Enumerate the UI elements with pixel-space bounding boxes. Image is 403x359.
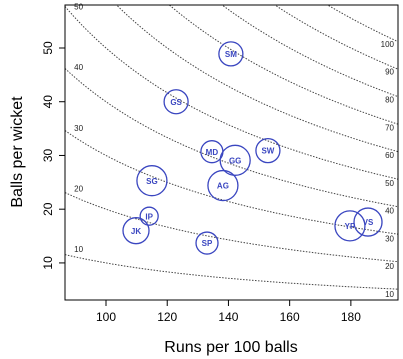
bubble-label: SW — [261, 147, 274, 156]
x-tick-label: 140 — [218, 310, 238, 324]
y-tick-label: 20 — [41, 202, 55, 216]
contour-line — [115, 5, 398, 153]
bubble — [218, 41, 244, 67]
contour-label: 80 — [385, 95, 394, 104]
contour-label: 20 — [385, 262, 394, 271]
contour-label: 50 — [74, 3, 83, 12]
y-axis-label: Balls per wicket — [9, 96, 26, 208]
bubble — [136, 165, 168, 197]
bubble-label: MD — [206, 148, 219, 157]
bubble-label: VS — [363, 218, 374, 227]
bubble — [219, 144, 251, 176]
x-tick-label: 180 — [341, 310, 361, 324]
y-tick-label: 40 — [41, 95, 55, 109]
bubble — [195, 231, 219, 255]
contour-line — [65, 192, 398, 263]
bubble — [334, 210, 366, 242]
contour-label: 60 — [385, 151, 394, 160]
contour-label: 90 — [385, 68, 394, 77]
contour-label: 30 — [385, 234, 394, 243]
contour-line — [65, 6, 398, 180]
x-axis-label: Runs per 100 balls — [164, 339, 297, 356]
contour-line — [326, 5, 398, 43]
x-tick-label: 100 — [96, 310, 116, 324]
contour-label: 20 — [74, 184, 83, 193]
contour-label: 10 — [74, 245, 83, 254]
bubble-label: AG — [217, 182, 229, 191]
contour-line — [65, 254, 398, 290]
bubble-label: GS — [170, 98, 182, 107]
bubble — [122, 217, 150, 245]
x-tick-label: 120 — [157, 310, 177, 324]
bubble — [207, 169, 239, 202]
bubble — [353, 207, 383, 237]
contour-label: 10 — [385, 290, 394, 299]
bubble-label: IP — [145, 212, 153, 221]
contour-label: 50 — [385, 179, 394, 188]
contour-label: 70 — [385, 123, 394, 132]
contour-line — [65, 130, 398, 235]
contour-label: 30 — [74, 124, 83, 133]
y-tick-label: 30 — [41, 148, 55, 162]
bubble-label: SG — [146, 177, 158, 186]
contour-line — [65, 68, 398, 208]
bubble — [163, 89, 189, 115]
y-tick-label: 10 — [41, 256, 55, 270]
contour-line — [274, 5, 398, 70]
contour-label: 100 — [381, 40, 395, 49]
contour-line — [221, 5, 398, 98]
bubble-label: JK — [131, 227, 141, 236]
bubble — [255, 137, 281, 164]
contour-label: 40 — [74, 63, 83, 72]
contour-label: 40 — [385, 207, 394, 216]
bubble-label: SP — [202, 239, 213, 248]
bubble-label: SM — [225, 50, 237, 59]
bubble-label: YP — [345, 222, 356, 231]
plot-frame — [64, 4, 399, 301]
bubble — [139, 206, 159, 226]
bubble-label: GG — [229, 156, 241, 165]
contour-line — [168, 5, 398, 125]
y-tick-label: 50 — [41, 41, 55, 55]
x-tick-label: 160 — [280, 310, 300, 324]
